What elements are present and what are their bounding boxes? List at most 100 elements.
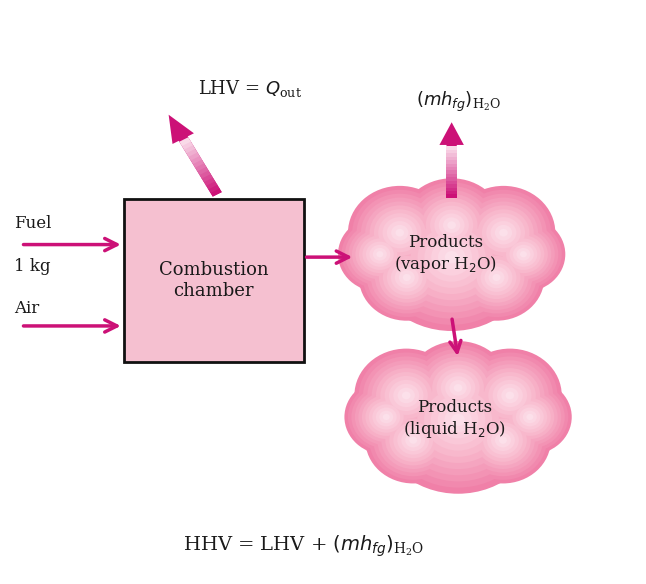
Circle shape (383, 414, 390, 420)
Circle shape (457, 241, 536, 314)
Polygon shape (446, 170, 457, 174)
Circle shape (348, 383, 424, 451)
Circle shape (486, 217, 521, 248)
Circle shape (377, 408, 449, 472)
Polygon shape (191, 155, 202, 164)
Circle shape (378, 213, 421, 252)
Polygon shape (446, 173, 457, 178)
Circle shape (370, 245, 390, 264)
Circle shape (373, 248, 387, 260)
Circle shape (437, 401, 479, 439)
Circle shape (464, 197, 543, 268)
Circle shape (445, 251, 459, 263)
Circle shape (366, 398, 407, 436)
Polygon shape (446, 180, 457, 184)
Text: Products
(liquid H$_2$O): Products (liquid H$_2$O) (403, 399, 506, 440)
Circle shape (449, 234, 545, 321)
Circle shape (370, 206, 430, 260)
Circle shape (499, 437, 507, 444)
Circle shape (366, 397, 461, 484)
Circle shape (382, 217, 417, 248)
Circle shape (513, 245, 534, 264)
Circle shape (375, 249, 439, 306)
Polygon shape (446, 190, 457, 194)
Circle shape (434, 210, 469, 241)
Circle shape (399, 270, 415, 284)
Circle shape (492, 226, 555, 283)
Polygon shape (446, 159, 457, 164)
Circle shape (516, 404, 544, 430)
Polygon shape (205, 180, 217, 189)
Polygon shape (182, 141, 193, 150)
Circle shape (480, 368, 540, 423)
Polygon shape (186, 148, 198, 157)
Polygon shape (179, 137, 191, 146)
Circle shape (503, 235, 545, 273)
Circle shape (393, 422, 433, 458)
Circle shape (467, 408, 539, 472)
Circle shape (481, 263, 512, 292)
Circle shape (516, 248, 530, 260)
Circle shape (471, 411, 535, 469)
Circle shape (453, 238, 540, 317)
Polygon shape (446, 152, 457, 157)
Circle shape (377, 251, 383, 258)
Circle shape (408, 186, 495, 264)
Circle shape (370, 401, 457, 480)
Circle shape (345, 223, 415, 286)
Circle shape (502, 392, 557, 442)
Circle shape (477, 209, 530, 256)
Circle shape (526, 414, 534, 420)
Circle shape (405, 433, 421, 447)
Circle shape (348, 226, 412, 283)
Circle shape (395, 229, 404, 237)
Circle shape (450, 380, 466, 396)
Circle shape (432, 239, 472, 276)
Circle shape (484, 267, 508, 288)
Circle shape (372, 404, 401, 430)
Polygon shape (446, 194, 457, 198)
Circle shape (424, 232, 479, 281)
Circle shape (506, 238, 541, 270)
Circle shape (391, 225, 408, 241)
Circle shape (395, 267, 419, 288)
Circle shape (490, 221, 516, 245)
Circle shape (479, 419, 527, 462)
Circle shape (432, 364, 484, 411)
Polygon shape (446, 187, 457, 191)
Circle shape (417, 227, 486, 288)
Circle shape (376, 368, 437, 423)
Circle shape (437, 369, 480, 408)
Circle shape (377, 346, 540, 493)
Polygon shape (194, 162, 206, 171)
Polygon shape (199, 170, 211, 179)
Circle shape (390, 201, 513, 312)
Circle shape (371, 364, 441, 427)
Circle shape (466, 356, 553, 434)
Circle shape (369, 401, 404, 433)
Circle shape (445, 376, 471, 399)
Circle shape (428, 360, 488, 415)
Circle shape (520, 251, 527, 258)
Circle shape (456, 190, 551, 276)
Polygon shape (183, 144, 195, 153)
Circle shape (506, 391, 514, 399)
Circle shape (390, 419, 437, 462)
Circle shape (471, 360, 549, 430)
Circle shape (447, 221, 456, 229)
Circle shape (391, 263, 422, 292)
Circle shape (406, 341, 510, 434)
Circle shape (381, 411, 445, 469)
Circle shape (482, 213, 525, 252)
Circle shape (463, 404, 543, 476)
Circle shape (383, 352, 533, 488)
Circle shape (459, 401, 547, 480)
Circle shape (361, 197, 439, 268)
Circle shape (359, 234, 455, 321)
Circle shape (376, 408, 397, 426)
Circle shape (415, 349, 501, 427)
Text: 1 kg: 1 kg (14, 258, 51, 275)
Circle shape (397, 426, 429, 454)
Polygon shape (446, 176, 457, 180)
Circle shape (499, 232, 548, 276)
